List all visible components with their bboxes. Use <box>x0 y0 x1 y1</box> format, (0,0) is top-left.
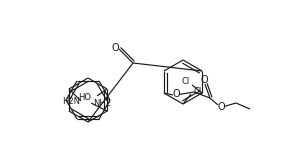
Text: Cl: Cl <box>182 78 190 86</box>
Text: H2N: H2N <box>62 96 80 105</box>
Text: O: O <box>200 75 208 85</box>
Text: HO: HO <box>78 93 91 102</box>
Text: NH2: NH2 <box>93 100 111 109</box>
Text: O: O <box>111 43 119 53</box>
Text: Cl: Cl <box>194 86 202 95</box>
Text: O: O <box>217 102 225 112</box>
Text: O: O <box>172 89 180 99</box>
